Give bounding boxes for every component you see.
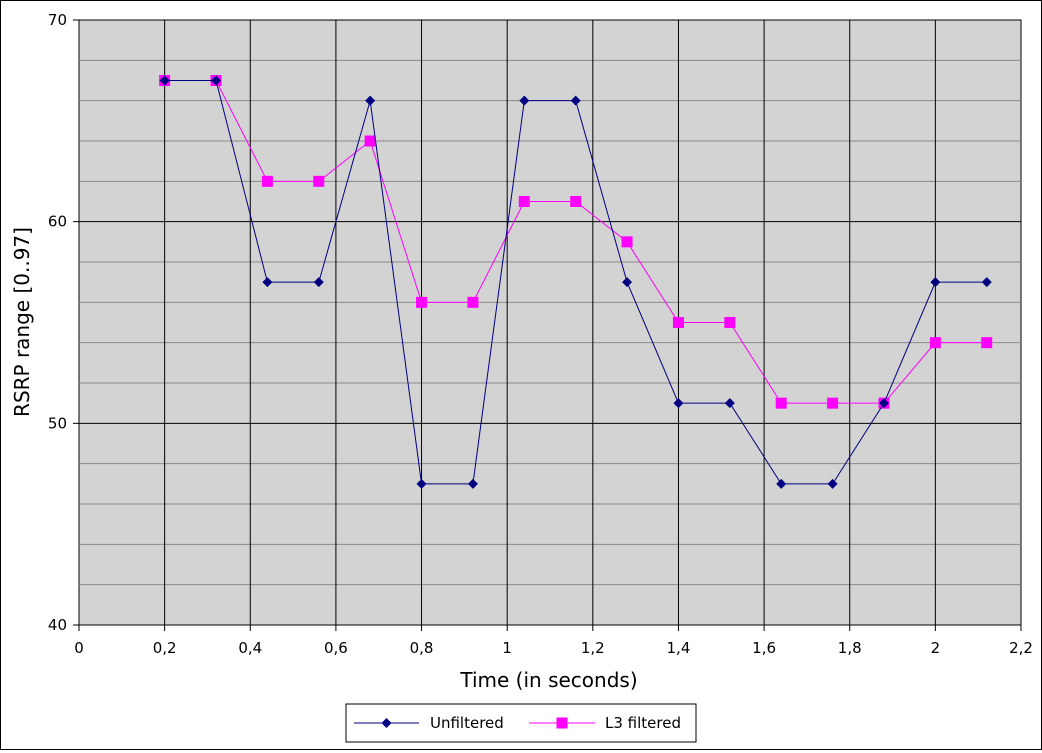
data-point xyxy=(416,478,427,489)
legend-label: Unfiltered xyxy=(430,714,504,732)
y-tick-label: 40 xyxy=(48,616,67,634)
data-point xyxy=(929,337,941,349)
y-tick-label: 60 xyxy=(48,213,67,231)
data-point xyxy=(672,317,684,328)
x-axis-ticks: 0 0,2 0,4 0,6 0,8 1 1,2 1,4 1,6 1,8 2 2,2 xyxy=(74,625,1033,657)
data-point xyxy=(364,135,376,147)
data-point xyxy=(981,337,993,349)
x-tick-label: 1 xyxy=(502,639,512,657)
data-point xyxy=(622,277,633,288)
legend-item: L3 filtered xyxy=(529,714,681,732)
data-point xyxy=(261,175,273,187)
data-point xyxy=(981,277,992,288)
data-point xyxy=(519,95,530,106)
data-point xyxy=(775,397,787,409)
plot-area xyxy=(78,19,1022,626)
data-point xyxy=(467,296,479,308)
x-tick-label: 1,6 xyxy=(752,639,776,657)
major-gridlines xyxy=(79,20,1021,625)
data-point xyxy=(313,277,324,288)
x-tick-label: 0,6 xyxy=(324,639,348,657)
x-tick-label: 2 xyxy=(931,639,941,657)
data-point xyxy=(724,317,736,328)
series-layer xyxy=(159,75,993,489)
x-tick-label: 1,4 xyxy=(667,639,691,657)
x-tick-label: 1,2 xyxy=(581,639,605,657)
legend-label: L3 filtered xyxy=(605,714,681,732)
legend: Unfiltered L3 filtered xyxy=(345,703,697,743)
data-point xyxy=(673,398,684,409)
legend-marker xyxy=(381,718,392,728)
minor-gridlines xyxy=(79,59,1021,586)
data-point xyxy=(416,296,428,308)
data-point xyxy=(313,175,325,187)
legend-marker xyxy=(556,717,568,729)
x-tick-label: 0,8 xyxy=(410,639,434,657)
data-point xyxy=(570,196,582,207)
data-point xyxy=(724,398,735,409)
data-point xyxy=(262,277,273,288)
data-point xyxy=(621,236,633,248)
series-unfiltered xyxy=(159,75,992,489)
data-point xyxy=(878,398,889,409)
data-point xyxy=(930,277,941,288)
x-axis-title: Time (in seconds) xyxy=(459,668,637,692)
legend-item: Unfiltered xyxy=(354,714,504,732)
data-point xyxy=(570,95,581,106)
data-point xyxy=(365,95,376,106)
y-tick-label: 70 xyxy=(48,11,67,29)
x-tick-label: 2,2 xyxy=(1009,639,1033,657)
data-point xyxy=(518,196,530,207)
x-tick-label: 0 xyxy=(74,639,84,657)
x-tick-label: 0,2 xyxy=(153,639,177,657)
data-point xyxy=(827,478,838,489)
data-point xyxy=(827,397,839,409)
y-tick-label: 50 xyxy=(48,414,67,432)
data-point xyxy=(159,75,170,86)
y-axis-title: RSRP range [0..97] xyxy=(10,227,34,417)
data-point xyxy=(776,478,787,489)
data-point xyxy=(211,75,222,86)
y-axis-ticks: 40 50 60 70 xyxy=(48,11,79,634)
x-tick-label: 0,4 xyxy=(238,639,262,657)
x-tick-label: 1,8 xyxy=(838,639,862,657)
data-point xyxy=(467,478,478,489)
